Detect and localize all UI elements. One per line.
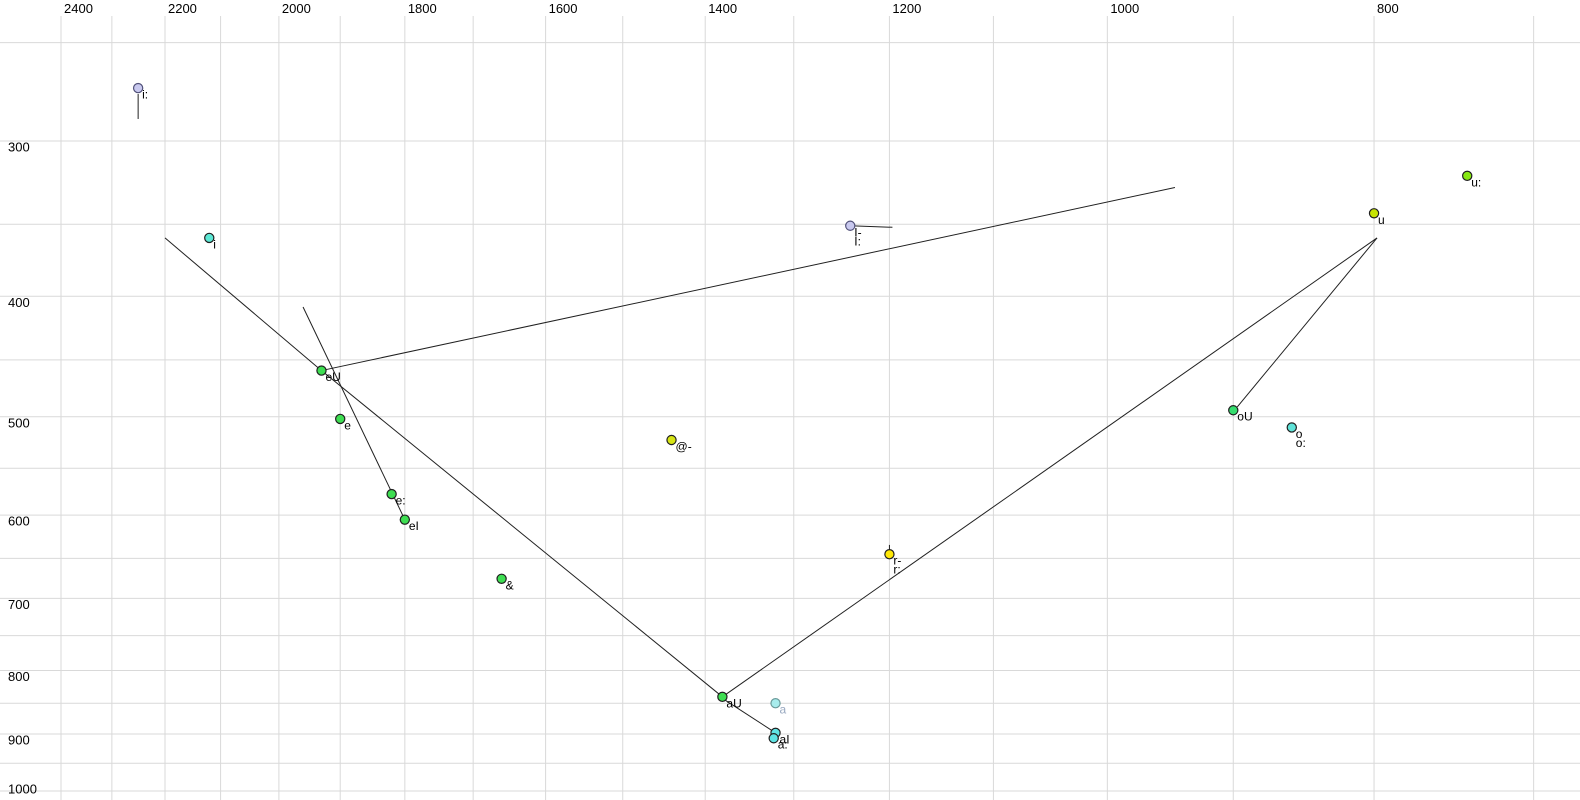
vowel-point-I[interactable]	[845, 220, 856, 231]
x-axis-tick-label: 2000	[282, 1, 311, 16]
vowel-label-a: a:	[778, 738, 788, 752]
y-axis-tick-label: 1000	[8, 782, 37, 797]
vowel-label-i: i	[213, 237, 216, 251]
vowel-label-a: a	[780, 703, 787, 717]
vowel-label-r-alt: r:	[893, 563, 900, 577]
vowel-label-oU: oU	[1237, 410, 1252, 424]
y-axis-tick-label: 300	[8, 140, 30, 155]
vowel-point-eI[interactable]	[399, 514, 411, 525]
vowel-point-i[interactable]	[132, 82, 144, 94]
trajectory-line	[321, 370, 723, 698]
vowel-label-r: r-	[893, 554, 901, 568]
vowel-label-I: I-	[854, 225, 861, 239]
trajectory-line	[850, 225, 893, 228]
x-axis-tick-label: 2400	[64, 1, 93, 16]
vowel-label-u: u	[1378, 213, 1385, 227]
vowel-label-i: i:	[142, 88, 148, 102]
y-axis-tick-label: 500	[8, 415, 30, 430]
y-axis-tick-label: 400	[8, 295, 30, 310]
vowel-point-aU[interactable]	[717, 691, 728, 703]
vowel-point-o[interactable]	[1286, 422, 1297, 433]
vowel-label-o: o	[1296, 427, 1303, 441]
vowel-point-e[interactable]	[386, 488, 397, 500]
y-axis-tick-label: 700	[8, 597, 30, 612]
vowel-point-a[interactable]	[768, 733, 779, 744]
vowel-label-I-alt: I:	[854, 234, 861, 248]
vowel-point-a[interactable]	[770, 698, 781, 709]
x-axis-tick-label: 2200	[168, 1, 197, 16]
vowel-label-eU: eU	[325, 370, 340, 384]
vowel-label-u: u:	[1471, 175, 1481, 189]
vowel-point-oU[interactable]	[1228, 405, 1239, 416]
trajectory-line	[164, 237, 322, 371]
vowel-label-e: e	[344, 418, 351, 432]
trajectory-line	[321, 187, 1176, 372]
vowel-point-eU[interactable]	[316, 365, 327, 376]
vowel-label-aU: aU	[726, 696, 741, 710]
x-axis-tick-label: 800	[1377, 1, 1399, 16]
vowel-label-eI: eI	[409, 519, 419, 533]
x-axis-tick-label: 1000	[1110, 1, 1139, 16]
vowel-point-pt[interactable]	[496, 573, 507, 584]
vowel-label-pt: @-	[676, 440, 692, 454]
y-axis-tick-label: 800	[8, 669, 30, 684]
vowel-point-e[interactable]	[335, 413, 346, 425]
vowel-label-aI: aI	[780, 732, 790, 746]
trajectory-line	[302, 306, 406, 520]
trajectory-line	[722, 237, 1378, 698]
vowel-label-pt: &	[506, 578, 514, 592]
vowel-point-u[interactable]	[1462, 170, 1473, 182]
trajectory-line	[1236, 237, 1378, 408]
x-axis-tick-label: 1200	[892, 1, 921, 16]
y-axis-tick-label: 900	[8, 733, 30, 748]
vowel-point-u[interactable]	[1368, 208, 1380, 219]
vowel-label-e: e:	[396, 494, 406, 508]
vowel-label-o-alt: o:	[1296, 436, 1306, 450]
vowel-point-r[interactable]	[884, 549, 895, 560]
x-axis-tick-label: 1800	[408, 1, 437, 16]
x-axis-tick-label: 1400	[708, 1, 737, 16]
y-axis-tick-label: 600	[8, 514, 30, 529]
trajectory-line	[724, 699, 774, 733]
vowel-point-i[interactable]	[204, 232, 215, 244]
x-axis-tick-label: 1600	[549, 1, 578, 16]
vowel-point-pt[interactable]	[666, 434, 677, 446]
